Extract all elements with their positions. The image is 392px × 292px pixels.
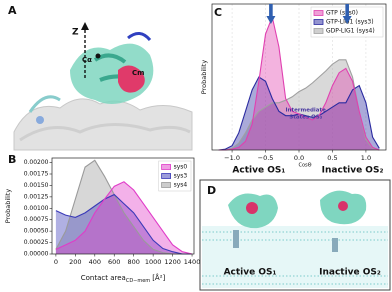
plot-frame: [211, 3, 387, 151]
area-fill: [55, 160, 193, 254]
legend-swatch: [161, 164, 172, 170]
atom-label: Cα: [82, 56, 92, 64]
x-tick-label: 0.5: [327, 154, 337, 162]
panel-label: D: [207, 184, 216, 197]
panel-label: A: [8, 4, 17, 17]
x-tick-label: 0: [54, 258, 58, 266]
x-axis-label-unit: [Å²]: [152, 273, 165, 282]
legend-swatch: [313, 28, 324, 34]
area-fill: [55, 181, 193, 254]
legend-label: GTP (sys0): [326, 10, 358, 17]
legend-swatch: [313, 10, 324, 16]
area-fill: [218, 59, 380, 150]
x-tick-label: 1400: [184, 258, 201, 266]
x-tick-label: 200: [69, 258, 81, 266]
x-tick-label: 800: [127, 258, 139, 266]
legend-label: GTP-LIG1 (sys3): [326, 19, 374, 26]
legend-swatch: [161, 173, 172, 179]
annotation: Intermediate: [285, 108, 326, 114]
y-axis-label: Probability: [200, 60, 208, 95]
state-label: Active OS₁: [224, 268, 277, 278]
y-tick-label: 0.00200: [24, 159, 49, 166]
x-tick-label: 1.0: [361, 154, 371, 162]
x-tick-label: −1.0: [224, 154, 240, 162]
state-label: Inactive OS₂: [319, 268, 381, 278]
area-fill: [218, 16, 380, 150]
x-tick-label: 1000: [145, 258, 162, 266]
legend-label: sys4: [174, 182, 188, 189]
atom-label: Cm: [132, 69, 144, 77]
x-axis-label: Contact areaCD−mem [Å²]: [81, 273, 166, 284]
area-fill: [55, 194, 193, 254]
y-tick-label: 0.00150: [24, 182, 49, 189]
peak-arrow: [266, 4, 276, 24]
y-tick-label: 0.00075: [24, 216, 49, 223]
y-tick-label: 0.00175: [24, 171, 49, 178]
density-line: [55, 193, 193, 255]
y-tick-label: 0.00100: [24, 205, 49, 212]
legend-label: sys3: [174, 173, 188, 180]
panel-label: B: [8, 153, 16, 166]
density-line: [55, 159, 193, 255]
panel-a-image: [13, 22, 193, 151]
y-axis-label: Probability: [4, 189, 12, 224]
x-axis-label-sub: CD−mem: [126, 278, 150, 284]
x-axis-label-main: Contact area: [81, 274, 126, 282]
area-fill: [218, 77, 380, 150]
y-tick-label: 0.00050: [24, 228, 49, 235]
x-tick-label: 0.0: [294, 154, 304, 162]
x-tick-label: −0.5: [258, 154, 274, 162]
axis-label: Z: [72, 28, 79, 38]
density-line: [55, 181, 193, 255]
y-tick-label: 0.00000: [24, 251, 49, 258]
x-tick-label: 600: [108, 258, 120, 266]
legend-label: GDP-LIG1 (sys4): [326, 28, 375, 35]
y-tick-label: 0.00125: [24, 193, 49, 200]
density-line: [218, 14, 380, 151]
peak-arrow: [342, 4, 352, 24]
x-axis-state-label: Inactive OS₂: [322, 166, 384, 176]
density-line: [218, 59, 380, 151]
panel-d-image: [199, 179, 391, 291]
panel-label: C: [214, 6, 222, 19]
legend-swatch: [313, 19, 324, 25]
x-tick-label: 1200: [164, 258, 181, 266]
annotation: States OS₃: [289, 115, 322, 121]
legend-label: sys0: [174, 164, 188, 171]
legend-swatch: [161, 182, 172, 188]
x-axis-label: CosΘ: [298, 163, 311, 169]
plot-frame: [51, 157, 195, 255]
x-axis-state-label: Active OS₁: [232, 166, 285, 176]
x-tick-label: 400: [89, 258, 101, 266]
y-tick-label: 0.00025: [24, 239, 49, 246]
